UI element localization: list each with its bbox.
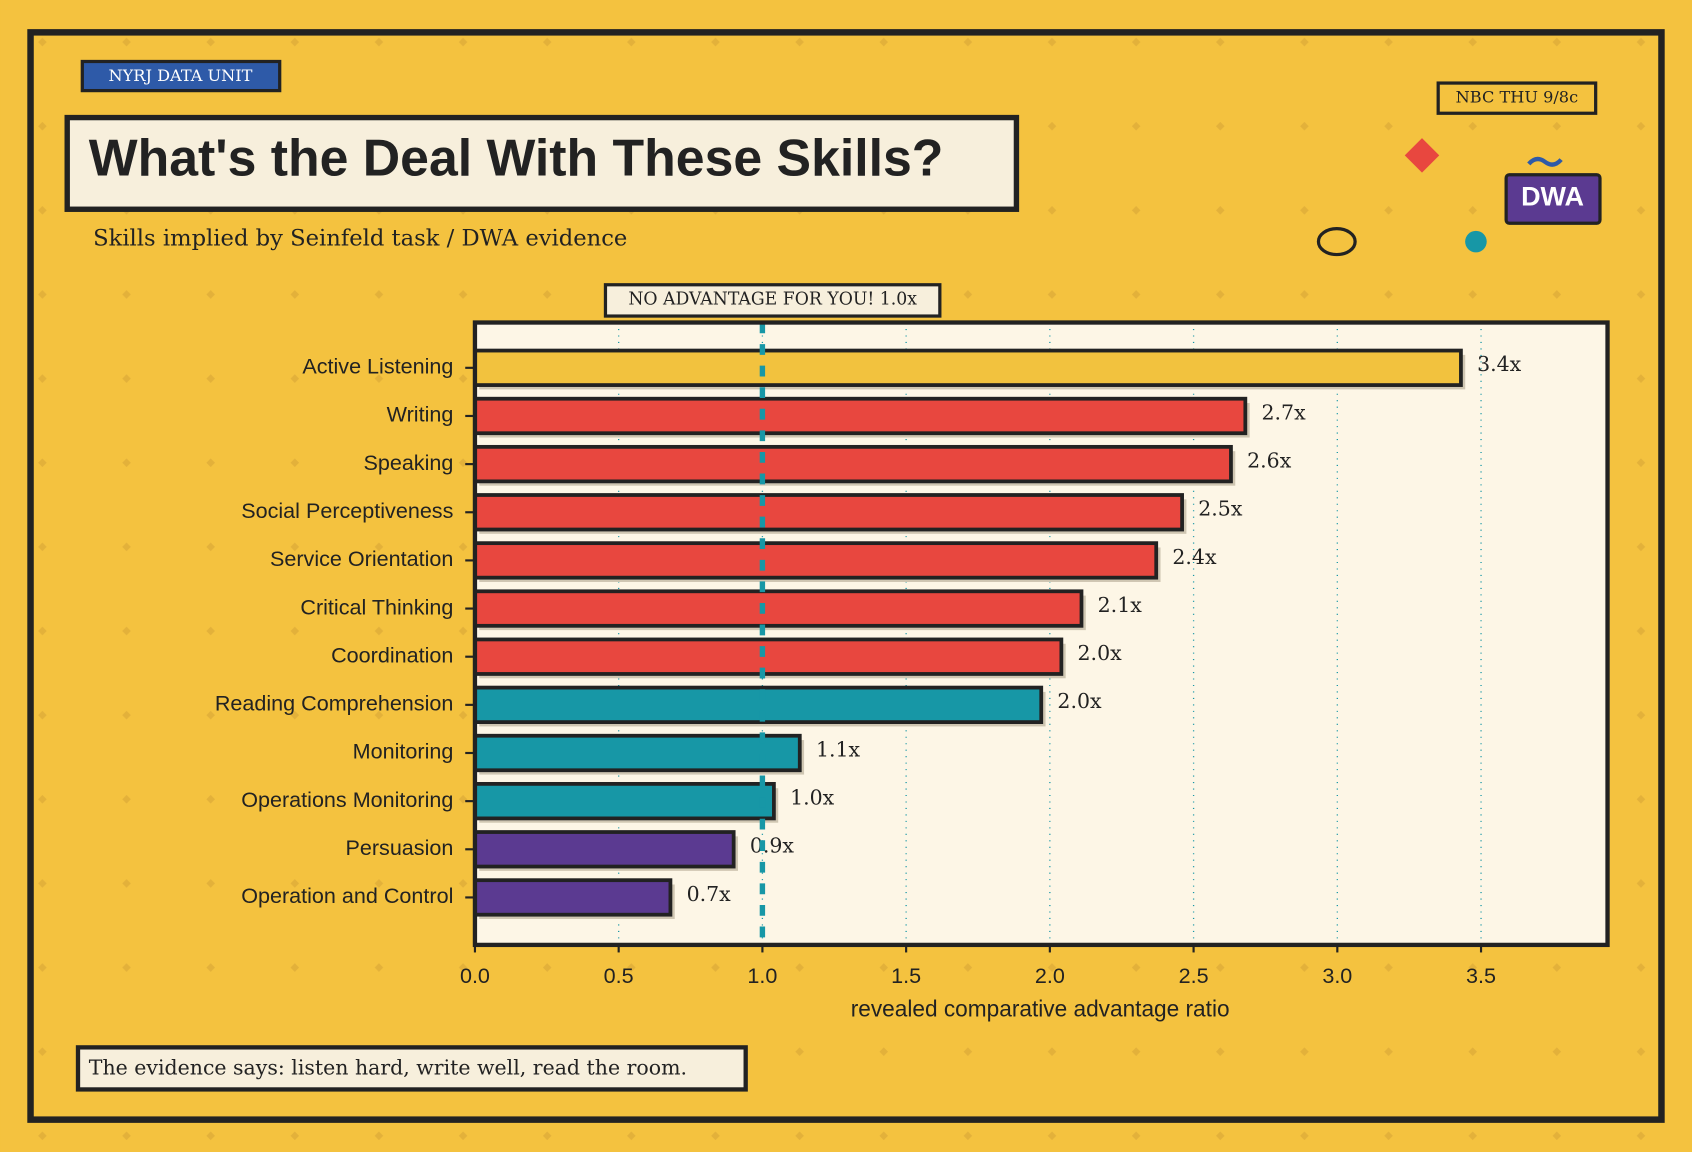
bar bbox=[473, 541, 1159, 580]
network-tag-box bbox=[1436, 81, 1598, 115]
y-tick-label: Speaking bbox=[363, 450, 453, 475]
value-label: 0.9x bbox=[750, 834, 795, 858]
x-tick-label: 2.5 bbox=[1179, 963, 1209, 988]
subtitle: Skills implied by Seinfeld task / DWA ev… bbox=[93, 225, 627, 251]
y-tick-label: Monitoring bbox=[353, 739, 454, 764]
y-tick-label: Writing bbox=[387, 402, 454, 427]
y-tick-label: Operations Monitoring bbox=[241, 787, 453, 812]
value-label: 0.7x bbox=[687, 882, 732, 906]
footer-note: The evidence says: listen hard, write we… bbox=[89, 1055, 687, 1079]
y-tick-label: Coordination bbox=[331, 642, 453, 667]
value-label: 2.0x bbox=[1057, 689, 1102, 713]
value-label: 2.4x bbox=[1172, 545, 1217, 569]
bar bbox=[473, 444, 1233, 484]
bar bbox=[473, 733, 802, 773]
bar bbox=[473, 589, 1084, 628]
chart-title: What's the Deal With These Skills? bbox=[89, 128, 944, 186]
decor-dot bbox=[1465, 230, 1487, 253]
plot: 0.0 0.5 1.0 1.5 2.0 2.5 3.0 3.5 3.4x Active Liste… bbox=[215, 322, 1522, 988]
bar bbox=[473, 637, 1064, 676]
reference-label-box bbox=[603, 283, 942, 318]
badge: NYRJ DATA UNIT bbox=[109, 66, 253, 85]
bar bbox=[473, 830, 736, 869]
frame bbox=[27, 29, 1665, 1123]
network-tag: NBC THU 9/8c bbox=[1456, 88, 1578, 107]
y-tick-label: Social Perceptiveness bbox=[241, 498, 453, 523]
reference-label: NO ADVANTAGE FOR YOU! 1.0x bbox=[628, 289, 917, 309]
y-tick-label: Persuasion bbox=[345, 835, 453, 860]
bar bbox=[473, 493, 1184, 532]
bar bbox=[473, 685, 1044, 724]
x-axis-label: revealed comparative advantage ratio bbox=[851, 996, 1230, 1022]
bar bbox=[473, 396, 1248, 436]
x-tick-label: 2.0 bbox=[1035, 963, 1065, 988]
y-tick-label: Active Listening bbox=[302, 354, 453, 379]
decor-ellipse bbox=[1316, 227, 1357, 257]
x-tick-label: 3.5 bbox=[1466, 963, 1496, 988]
value-label: 2.7x bbox=[1262, 400, 1307, 424]
x-tick-label: 1.0 bbox=[747, 963, 777, 988]
logo-box bbox=[1504, 173, 1602, 225]
y-tick-label: Reading Comprehension bbox=[215, 691, 454, 716]
footer-box bbox=[75, 1045, 748, 1092]
plot-frame bbox=[472, 320, 1610, 948]
bar bbox=[473, 878, 673, 917]
x-tick-label: 0.0 bbox=[460, 963, 490, 988]
bar bbox=[473, 781, 776, 821]
value-label: 1.0x bbox=[790, 785, 835, 809]
value-label: 2.5x bbox=[1198, 497, 1243, 521]
y-tick-label: Critical Thinking bbox=[300, 594, 453, 619]
y-tick-label: Operation and Control bbox=[241, 883, 453, 908]
value-label: 1.1x bbox=[816, 737, 861, 761]
decor-diamond bbox=[1404, 138, 1440, 173]
title-box bbox=[64, 114, 1020, 212]
bar bbox=[473, 348, 1463, 387]
x-tick-label: 0.5 bbox=[604, 963, 634, 988]
y-tick-label: Service Orientation bbox=[270, 546, 453, 571]
logo: DWA bbox=[1521, 182, 1584, 212]
value-label: 2.6x bbox=[1247, 448, 1292, 472]
badge-box bbox=[80, 59, 282, 93]
decor-tilde bbox=[1527, 156, 1563, 167]
value-label: 3.4x bbox=[1477, 352, 1522, 376]
x-tick-label: 3.0 bbox=[1322, 963, 1352, 988]
value-label: 2.1x bbox=[1098, 593, 1143, 617]
value-label: 2.0x bbox=[1078, 641, 1123, 665]
x-tick-label: 1.5 bbox=[891, 963, 921, 988]
